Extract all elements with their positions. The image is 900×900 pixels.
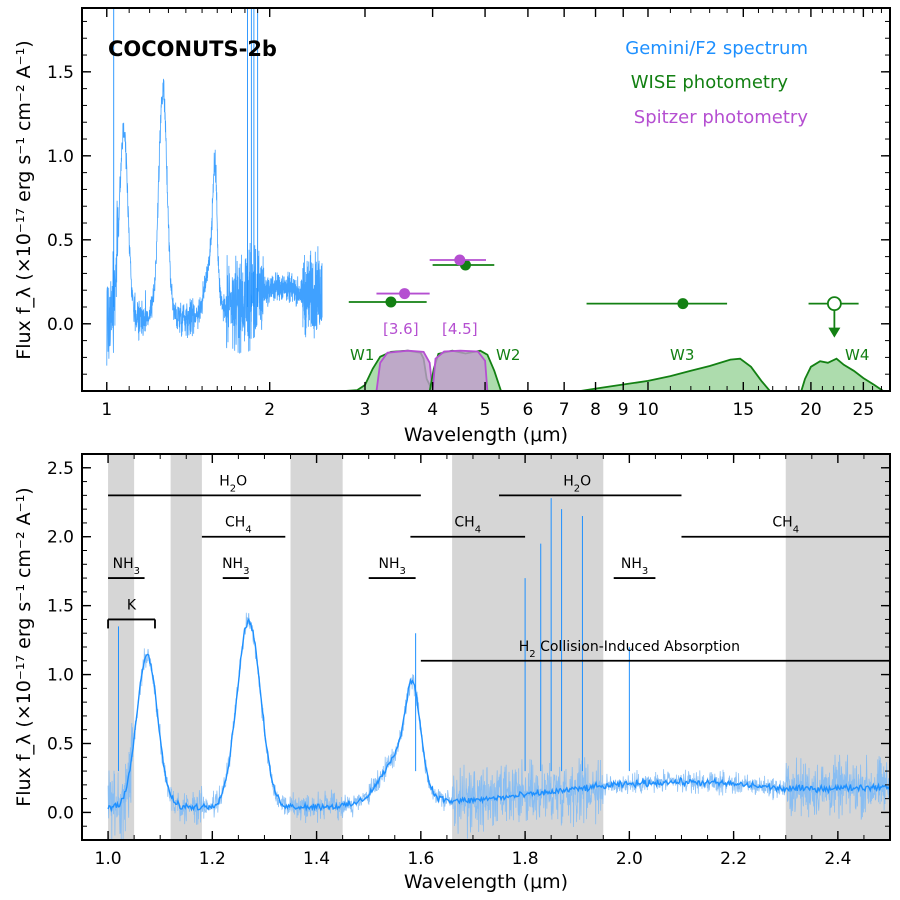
bottom-x-tick-label: 2.0 [616, 849, 643, 869]
bottom-y-axis-title: Flux f_λ (×10⁻¹⁷ erg s⁻¹ cm⁻² A⁻¹) [13, 487, 35, 806]
top-photometry-points [348, 254, 859, 338]
feature-label-9: NH3 [621, 556, 648, 577]
band-irac2 [431, 349, 489, 392]
top-spectrum-trace [106, 78, 323, 366]
bottom-x-tick-label: 2.2 [720, 849, 747, 869]
feature-label-3: CH4 [225, 515, 252, 536]
wise-point-1 [385, 296, 397, 308]
bottom-x-tick-label: 1.6 [407, 849, 434, 869]
feature-label-8: NH3 [378, 556, 405, 577]
feature-label-7: NH3 [222, 556, 249, 577]
top-y-tick-label: 1.0 [47, 147, 74, 167]
spitzer-point-1 [399, 288, 411, 300]
bottom-y-tick-label: 0.5 [47, 735, 74, 755]
feature-label-2: H2O [563, 473, 591, 494]
top-y-tick-label: 0.5 [47, 231, 74, 251]
feature-label-4: CH4 [454, 515, 481, 536]
bottom-y-tick-label: 2.0 [47, 528, 74, 548]
bottom-x-tick-label: 1.4 [303, 849, 330, 869]
bottom-spectrum-line [107, 498, 891, 841]
top-filter-bands [344, 349, 887, 392]
top-object-title: COCONUTS-2b [108, 37, 277, 61]
bottom-x-tick-label: 1.0 [95, 849, 122, 869]
bottom-feature-markers: H2O H2O CH4 CH4 CH4 NH3 NH3 NH3 NH3 K H2 Collision… [107, 473, 890, 662]
top-x-tick-label: 20 [800, 400, 822, 420]
wise-point-4 [826, 296, 842, 312]
top-x-tick-label: 4 [427, 400, 438, 420]
bottom-y-tick-label: 0.0 [47, 803, 74, 823]
bottom-axis-ticks: 1.0 1.2 1.4 1.6 1.8 2.0 2.2 2.4 0.0 0.5 1.0 1.5 2.0 2… [47, 454, 891, 869]
feature-label-5: CH4 [772, 515, 799, 536]
bottom-y-tick-label: 1.5 [47, 597, 74, 617]
top-x-tick-label: 5 [480, 400, 491, 420]
bottom-x-tick-label: 1.8 [512, 849, 539, 869]
top-x-tick-label: 3 [360, 400, 371, 420]
top-x-tick-label: 2 [264, 400, 275, 420]
top-x-axis-title: Wavelength (μm) [404, 424, 568, 446]
telluric-shade-3 [290, 454, 343, 840]
top-x-tick-label: 9 [618, 400, 629, 420]
top-x-tick-label: 10 [637, 400, 659, 420]
bottom-spectrum-trace [107, 617, 891, 813]
top-spectrum-line [106, 8, 323, 366]
band-label-w3: W3 [670, 346, 694, 364]
top-y-tick-label: 0.0 [47, 315, 74, 335]
band-label-4.5: [4.5] [442, 320, 478, 338]
feature-label-10: K [127, 597, 137, 613]
top-y-axis-title: Flux f_λ (×10⁻¹⁷ erg s⁻¹ cm⁻² A⁻¹) [13, 40, 35, 359]
bottom-y-tick-label: 2.5 [47, 459, 74, 479]
feature-label-1: H2O [219, 473, 247, 494]
telluric-shade-5 [785, 454, 890, 840]
legend-spitzer: Spitzer photometry [634, 107, 809, 128]
wise-point-3 [677, 298, 689, 310]
band-label-w4: W4 [845, 346, 869, 364]
top-x-tick-label: 1 [101, 400, 112, 420]
band-w4 [800, 357, 887, 392]
top-x-tick-label: 25 [853, 400, 875, 420]
spitzer-point-2 [454, 254, 466, 266]
bottom-plot-frame [81, 453, 891, 841]
band-label-w1: W1 [350, 346, 374, 364]
bottom-y-tick-label: 1.0 [47, 666, 74, 686]
wise-point-4-arrow-head [828, 327, 841, 338]
band-label-3.6: [3.6] [383, 320, 419, 338]
bottom-x-axis-title: Wavelength (μm) [404, 871, 568, 893]
top-plot-frame [81, 7, 891, 392]
bottom-panel: H2O H2O CH4 CH4 CH4 NH3 NH3 NH3 NH3 K H2 Collision… [13, 453, 891, 893]
top-axis-ticks: 1 2 3 4 5 6 7 8 9 10 15 20 25 0.0 0.5 1.0 1.5 [47, 8, 890, 420]
top-y-tick-label: 1.5 [47, 63, 74, 83]
feature-label-6: NH3 [113, 556, 140, 577]
telluric-shade-2 [170, 454, 202, 840]
top-x-tick-label: 15 [732, 400, 754, 420]
top-panel: 1 2 3 4 5 6 7 8 9 10 15 20 25 0.0 0.5 1.0 1.5 COCONUTS-2… [13, 7, 891, 446]
top-x-tick-label: 6 [523, 400, 534, 420]
legend-wise: WISE photometry [631, 72, 789, 93]
bottom-x-tick-label: 2.4 [824, 849, 851, 869]
band-irac1 [375, 349, 434, 392]
band-label-w2: W2 [496, 346, 520, 364]
top-x-tick-label: 7 [559, 400, 570, 420]
feature-label-11: H2 Collision-Induced Absorption [519, 639, 740, 660]
legend-spectrum: Gemini/F2 spectrum [625, 38, 808, 59]
top-x-tick-label: 8 [590, 400, 601, 420]
bottom-x-tick-label: 1.2 [199, 849, 226, 869]
